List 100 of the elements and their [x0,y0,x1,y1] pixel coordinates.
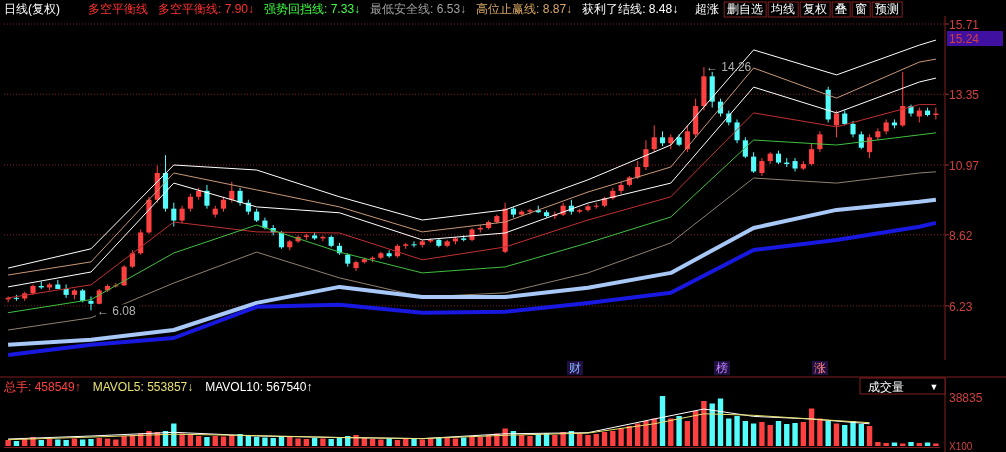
bar [311,438,318,446]
text: 38835 [949,391,983,405]
bar [775,421,782,446]
candlestick [204,184,210,210]
bar [303,439,310,446]
bar [933,443,939,446]
candlestick [138,228,144,256]
bar [701,401,707,446]
text: 均线 [770,2,796,16]
text: 高位止赢线: 8.87↓ [476,2,573,16]
bar [850,421,856,446]
bar [46,439,53,446]
bar [262,437,268,446]
y-tick-label: 13.35 [949,88,980,103]
bar [784,424,790,446]
bar [618,428,624,446]
candlestick [833,110,840,138]
bar [320,438,326,446]
bar [212,436,218,446]
bar [866,426,873,446]
bar [676,416,682,446]
text: 成交量 [868,380,904,394]
bar [469,436,475,446]
bar [13,441,20,446]
text: 多空平衡线 [88,2,148,16]
text: 强势回挡线: 7.33↓ [264,2,361,16]
candlestick [88,295,94,311]
candlestick [742,136,748,159]
candlestick [411,240,417,248]
bar [585,435,591,446]
bar [295,438,301,446]
bar [270,438,276,446]
bar [858,424,864,446]
y-tick-label: 8.62 [949,228,973,243]
text: 删自选 [727,2,764,16]
bar [394,440,401,446]
y-tick-label: 6.23 [949,299,973,314]
text: 预测 [875,2,900,16]
text: X100 [949,441,973,452]
bar [378,439,384,446]
bar [411,439,417,446]
text: MAVOL10: 567540↑ [205,380,313,394]
bar [817,418,823,446]
bar [38,440,44,446]
bar [237,434,243,446]
bar [353,435,359,446]
bar [750,423,757,446]
text: 窗 [855,2,868,16]
bar [767,425,773,446]
bar [916,443,922,446]
candlestick [643,139,649,171]
bar [742,421,749,446]
text: 获利了结线: 8.48↓ [582,2,679,16]
y-tick-label: 10.97 [949,158,980,173]
text: MAVOL5: 553857↓ [92,380,194,394]
bar [800,422,807,446]
line-series [7,104,937,299]
bar [287,437,293,446]
annotation: ← 6.08 [96,304,136,319]
bar [825,421,831,446]
text: 多空平衡线: 7.90↓ [158,2,255,16]
bar [179,433,185,446]
bar [842,425,848,446]
bar [883,443,889,446]
candlestick [809,142,815,167]
bar [195,436,202,446]
text: 15.24 [949,32,980,46]
bar [369,439,376,446]
text: 叠 [835,2,848,16]
bar [187,435,194,446]
bar [643,421,649,446]
bar [55,439,61,446]
bar [527,436,533,446]
bar [610,431,616,446]
bar [113,439,119,446]
bar [601,432,608,446]
bar [875,442,881,446]
text: 财 [569,361,581,375]
bar [328,439,334,446]
bar [684,421,691,446]
bar [593,434,599,446]
text: 超涨 [695,2,720,16]
bar [576,433,583,446]
text: 涨 [814,361,826,375]
line-series [6,197,938,347]
bar [96,438,102,446]
bar [734,416,740,446]
bar [908,442,914,446]
line-series [6,220,938,357]
bar [833,423,840,446]
candlestick [171,202,177,227]
candlestick [651,124,657,153]
bar [5,440,11,446]
text: 最低安全线: 6.53↓ [370,2,467,16]
bar [477,437,483,446]
line-series [7,132,937,314]
candlestick [585,203,591,213]
candlestick [63,283,69,299]
bar [253,437,260,446]
bar [121,436,127,446]
